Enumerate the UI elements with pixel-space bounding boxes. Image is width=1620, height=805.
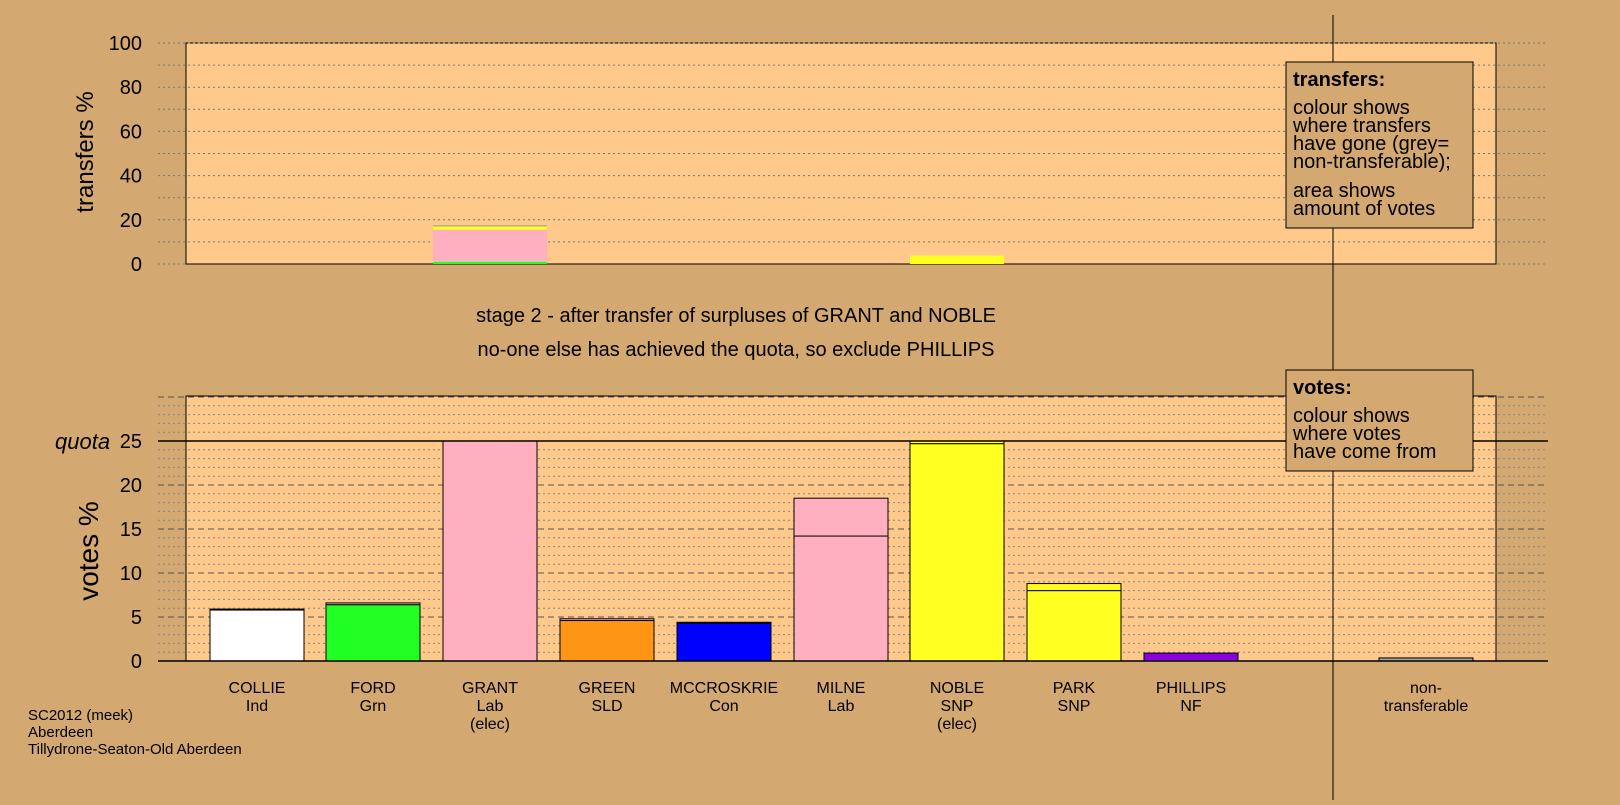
transfer-segment-grant (433, 229, 547, 262)
candidate-label-collie: COLLIE (229, 680, 286, 697)
candidate-label-park: PARK (1053, 680, 1096, 697)
transfers-legend-box (1285, 61, 1474, 229)
votes-y-ticks: 0 5 10 15 20 25 (120, 431, 142, 673)
transfers-y-axis-label: transfers % (72, 91, 99, 212)
nontransferable-label: transferable (1384, 698, 1469, 715)
votes-y-tick-label: 20 (120, 475, 142, 497)
transfers-legend-line: have gone (grey= (1293, 133, 1449, 155)
vote-segment-milne (793, 535, 889, 662)
votes-legend-line: colour shows (1293, 405, 1410, 427)
vote-segment-collie (209, 609, 305, 662)
vote-segment-park (1026, 583, 1122, 592)
vote-segment-ford (325, 604, 421, 662)
transfers-bars (433, 225, 1004, 264)
transfers-y-tick-label: 100 (109, 33, 142, 55)
vote-segment-milne (793, 497, 889, 537)
candidate-label-phillips: NF (1180, 698, 1202, 715)
transfers-panel: 0 20 40 60 80 100 transfers % (72, 33, 1548, 276)
vote-segment-mccroskrie (676, 622, 772, 662)
transfers-legend-line: amount of votes (1293, 198, 1435, 220)
transfers-legend-line: area shows (1293, 180, 1395, 202)
candidate-label-ford: Grn (360, 698, 387, 715)
vote-segment-green (559, 618, 655, 622)
transfer-segment-grant (433, 226, 547, 230)
votes-legend-line: where votes (1292, 423, 1401, 445)
vote-segment-phillips (1143, 652, 1239, 662)
votes-y-tick-label: 25 (120, 431, 142, 453)
votes-legend: votes: colour shows where votes have com… (1285, 369, 1474, 472)
footer-line-1: SC2012 (meek) (28, 707, 133, 724)
transfer-segment-grant (433, 261, 547, 264)
candidate-label-mccroskrie: MCCROSKRIE (670, 680, 778, 697)
transfers-y-tick-label: 60 (120, 121, 142, 143)
vote-segment-noble (909, 443, 1005, 662)
transfers-y-tick-label: 40 (120, 166, 142, 188)
candidate-label-milne: Lab (828, 698, 855, 715)
vote-segment-grant (442, 440, 538, 662)
transfers-y-tick-label: 0 (131, 254, 142, 276)
vote-segment-ford (325, 602, 421, 606)
votes-legend-box (1285, 369, 1474, 472)
transfers-legend-title: transfers: (1293, 69, 1385, 91)
votes-y-axis-label: votes % (73, 501, 104, 601)
nontransferable-label: non- (1410, 680, 1442, 697)
vote-segment-mccroskrie (676, 621, 772, 624)
stage-line-1: stage 2 - after transfer of surpluses of… (476, 305, 996, 327)
vote-segment-green (559, 620, 655, 662)
candidate-label-ford: FORD (350, 680, 395, 697)
candidate-label-grant: Lab (477, 698, 504, 715)
candidate-labels: COLLIEIndFORDGrnGRANTLab(elec)GREENSLDMC… (229, 680, 1469, 733)
candidate-label-mccroskrie: Con (709, 698, 738, 715)
candidate-label-collie: Ind (246, 698, 268, 715)
candidate-label-grant: GRANT (462, 680, 518, 697)
candidate-label-noble: SNP (941, 698, 974, 715)
votes-legend-line: have come from (1293, 441, 1436, 463)
footer-line-3: Tillydrone-Seaton-Old Aberdeen (28, 741, 242, 758)
votes-y-tick-label: 15 (120, 519, 142, 541)
transfers-y-tick-label: 80 (120, 77, 142, 99)
transfers-y-ticks: 0 20 40 60 80 100 (109, 33, 142, 276)
transfers-legend-line: where transfers (1292, 115, 1431, 137)
transfers-legend-line: colour shows (1293, 97, 1410, 119)
transfers-gridlines (158, 42, 1548, 265)
votes-y-tick-label: 5 (131, 607, 142, 629)
transfer-segment-grant (433, 225, 547, 227)
vote-segment-collie (209, 608, 305, 611)
votes-bars (209, 440, 1474, 662)
candidate-label-green: GREEN (579, 680, 636, 697)
stage-line-2: no-one else has achieved the quota, so e… (477, 339, 994, 361)
candidate-label-noble: NOBLE (930, 680, 984, 697)
transfers-legend-line: non-transferable); (1293, 151, 1451, 173)
candidate-label-park: SNP (1058, 698, 1091, 715)
candidate-label-green: SLD (591, 698, 622, 715)
votes-y-tick-label: 10 (120, 563, 142, 585)
votes-y-tick-label: 0 (131, 651, 142, 673)
footer-line-2: Aberdeen (28, 724, 93, 741)
candidate-label-milne: MILNE (817, 680, 866, 697)
vote-segment-park (1026, 590, 1122, 662)
transfers-legend: transfers: colour shows where transfers … (1285, 61, 1474, 229)
transfers-y-tick-label: 20 (120, 210, 142, 232)
candidate-label-grant: (elec) (470, 716, 510, 733)
candidate-label-phillips: PHILLIPS (1156, 680, 1226, 697)
quota-label: quota (55, 429, 110, 454)
candidate-label-noble: (elec) (937, 716, 977, 733)
votes-legend-title: votes: (1293, 377, 1352, 399)
transfer-segment-noble (910, 255, 1004, 264)
